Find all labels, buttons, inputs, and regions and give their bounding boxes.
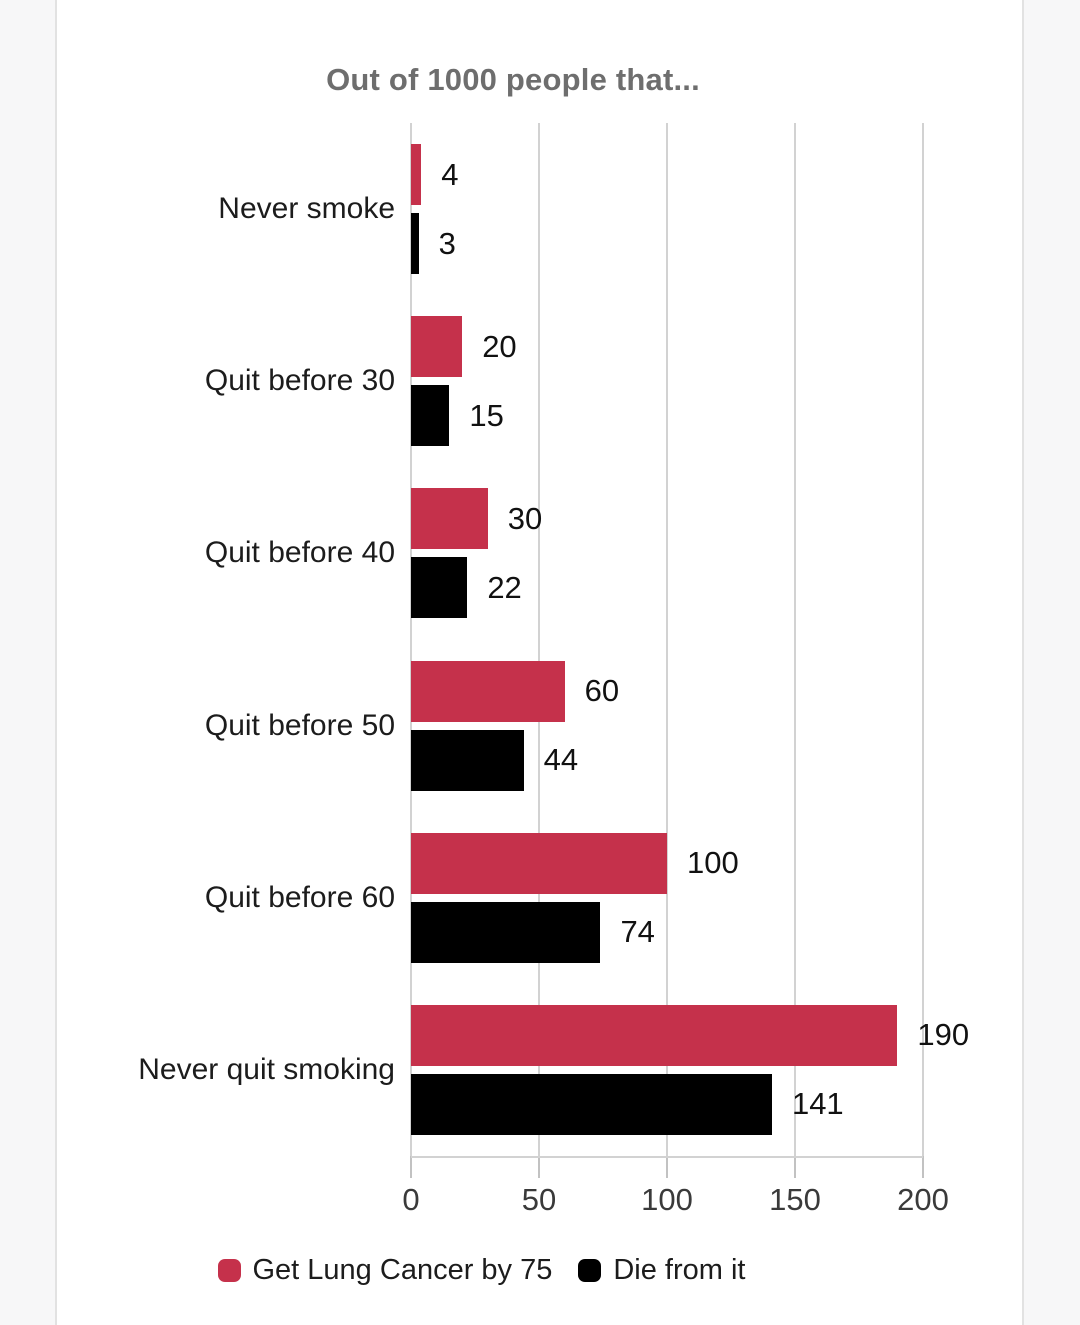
bar-value-label: 20 (482, 328, 517, 364)
x-axis-tick (666, 1156, 668, 1178)
legend-label: Get Lung Cancer by 75 (252, 1254, 553, 1286)
legend-item: Die from it (578, 1254, 746, 1287)
legend-item: Get Lung Cancer by 75 (217, 1254, 553, 1287)
category-label: Never quit smoking (138, 1052, 395, 1086)
bar-get-lung-cancer-by-75 (411, 316, 463, 378)
bar-value-label: 100 (687, 845, 739, 881)
bar-get-lung-cancer-by-75 (411, 832, 667, 894)
category-label: Quit before 30 (204, 364, 395, 398)
x-tick-label: 0 (402, 1182, 420, 1217)
bar-value-label: 4 (441, 156, 459, 192)
bar-value-label: 15 (469, 397, 504, 433)
x-tick-label: 200 (897, 1182, 949, 1217)
gridline (922, 123, 924, 1156)
bar-value-label: 60 (584, 673, 620, 709)
bar-die-from-it (411, 557, 468, 619)
chart-legend: Get Lung Cancer by 75 Die from it (0, 1254, 966, 1287)
category-label: Quit before 50 (204, 708, 395, 742)
bar-value-label: 22 (487, 569, 522, 605)
bar-die-from-it (411, 729, 524, 791)
gridline (410, 123, 412, 1156)
category-label: Quit before 60 (204, 880, 395, 914)
bar-get-lung-cancer-by-75 (411, 660, 565, 722)
x-axis-tick (538, 1156, 540, 1178)
bar-get-lung-cancer-by-75 (411, 488, 488, 550)
x-tick-label: 150 (769, 1182, 821, 1217)
x-axis-tick (410, 1156, 412, 1178)
legend-label: Die from it (613, 1254, 746, 1286)
bar-get-lung-cancer-by-75 (411, 144, 422, 206)
x-axis-line (411, 1156, 923, 1158)
bar-die-from-it (411, 385, 450, 447)
x-tick-label: 100 (641, 1182, 693, 1217)
bar-value-label: 3 (438, 225, 456, 261)
bar-value-label: 74 (620, 914, 655, 950)
bar-die-from-it (411, 901, 601, 963)
legend-marker-icon (217, 1259, 241, 1282)
category-label: Quit before 40 (204, 536, 395, 570)
bar-value-label: 30 (507, 500, 543, 536)
legend-marker-icon (578, 1259, 602, 1282)
bar-get-lung-cancer-by-75 (411, 1004, 898, 1066)
x-axis-tick (922, 1156, 924, 1178)
bar-value-label: 190 (917, 1017, 970, 1053)
bar-value-label: 44 (543, 742, 579, 778)
bar-die-from-it (411, 213, 419, 275)
gridline (538, 123, 540, 1156)
bar-die-from-it (411, 1073, 772, 1135)
x-tick-label: 50 (521, 1182, 557, 1217)
gridline (794, 123, 796, 1156)
chart-title: Out of 1000 people that... (326, 62, 700, 97)
category-label: Never smoke (218, 192, 395, 226)
gridline (666, 123, 668, 1156)
bar-value-label: 141 (791, 1086, 844, 1122)
x-axis-tick (794, 1156, 796, 1178)
